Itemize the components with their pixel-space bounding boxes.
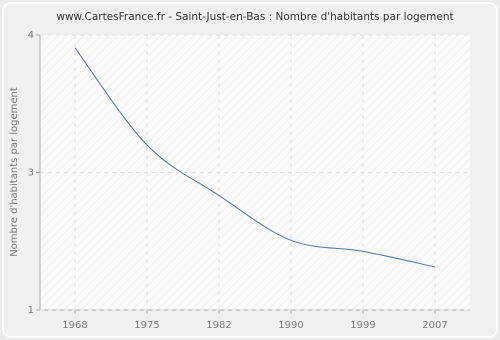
x-tick-label: 1999 xyxy=(350,320,375,331)
x-tick-label: 1982 xyxy=(206,320,231,331)
y-axis-label: Nombre d'habitants par logement xyxy=(9,87,20,257)
x-tick-label: 2007 xyxy=(422,320,447,331)
y-tick-label: 4 xyxy=(28,30,34,41)
x-tick-label: 1968 xyxy=(62,320,87,331)
y-tick-label: 1 xyxy=(28,305,34,316)
line xyxy=(74,47,436,268)
chart-title: www.CartesFrance.fr - Saint-Just-en-Bas … xyxy=(56,11,453,23)
x-tick-label: 1975 xyxy=(134,320,159,331)
plot-area xyxy=(40,35,470,310)
y-tick-label: 3 xyxy=(28,168,34,179)
x-tick-label: 1990 xyxy=(278,320,303,331)
